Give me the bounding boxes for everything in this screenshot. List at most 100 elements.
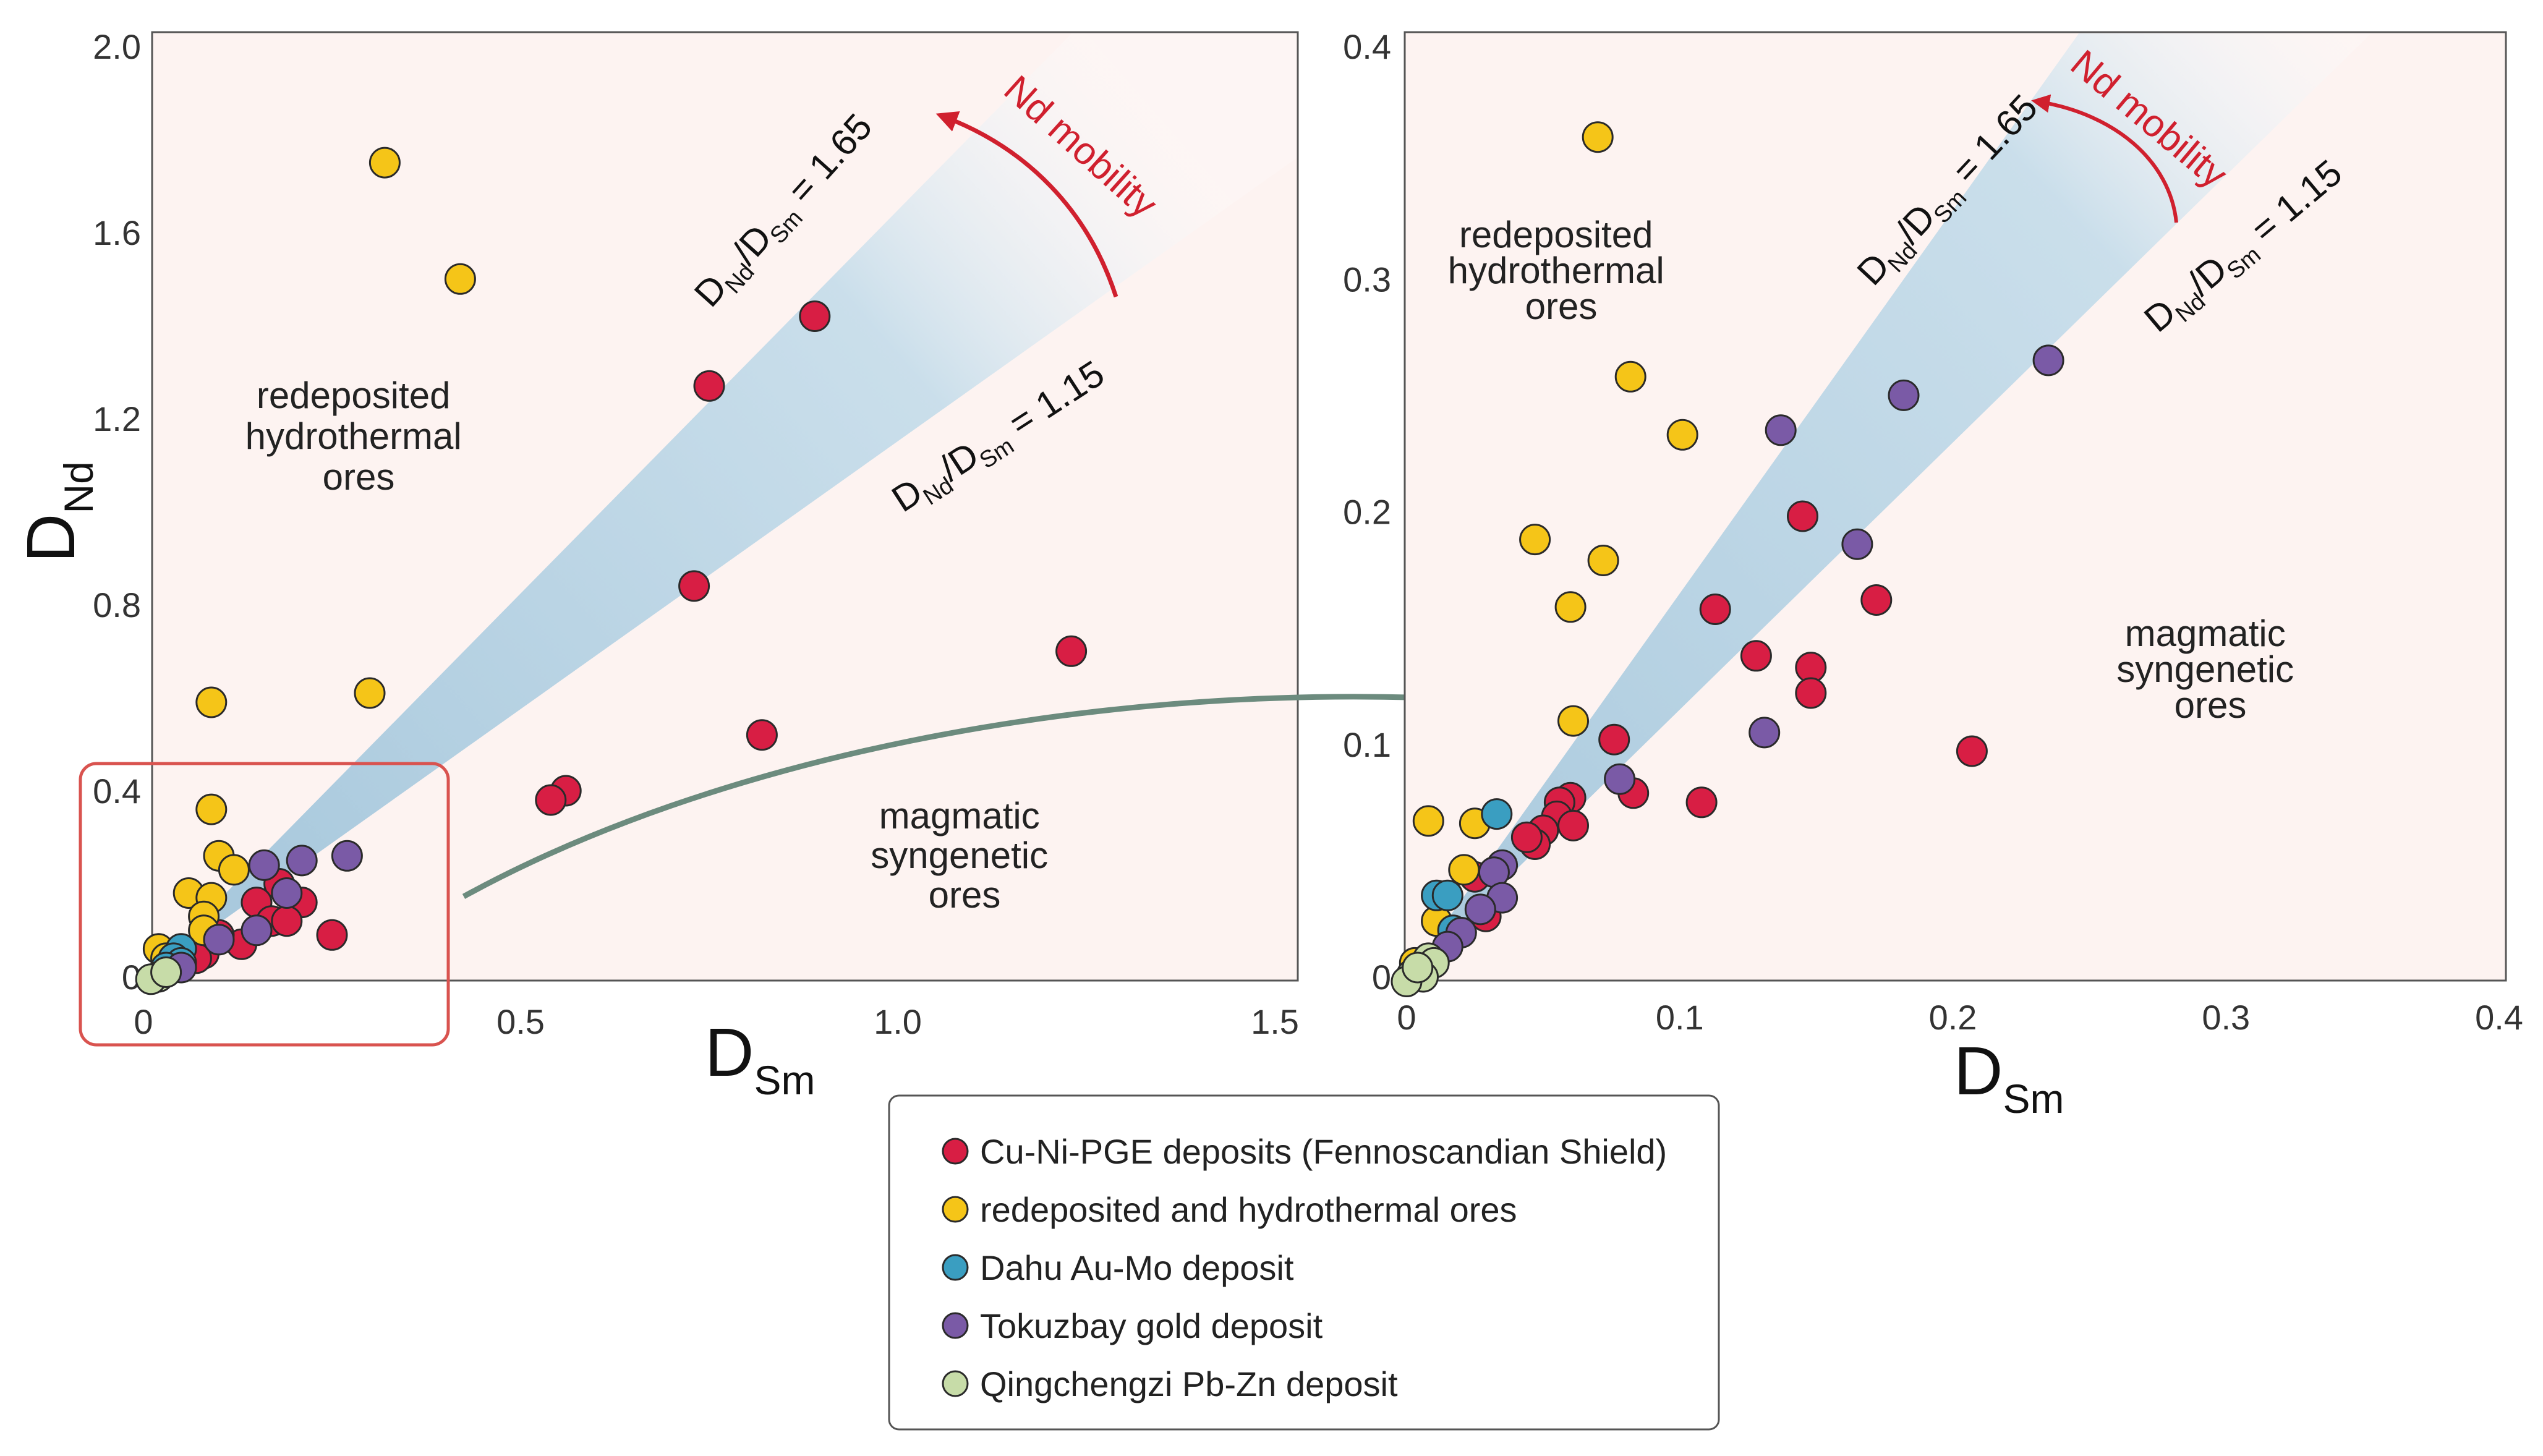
- right-point-dahu: [1431, 879, 1463, 911]
- right-point-redeposited: [1582, 121, 1614, 153]
- left-point-cu-ni-pge: [535, 784, 567, 816]
- right-region-magmatic-label: magmatic syngenetic ores: [2116, 613, 2304, 726]
- left-y-tick-label: 1.6: [93, 213, 141, 252]
- right-point-redeposited: [1666, 419, 1698, 451]
- left-point-tokuzbay: [241, 914, 273, 947]
- left-x-tick-label: 0: [134, 1002, 153, 1041]
- left-x-tick-label: 0.5: [496, 1002, 545, 1041]
- left-mobility-arrow: [935, 111, 1118, 298]
- left-point-redeposited: [195, 793, 228, 825]
- right-panel: 0 0.1 0.2 0.3 0.4 0 0.1 0.2 0.3 0.4 redeposited …: [1343, 27, 2523, 1122]
- right-point-cu-ni-pge: [1740, 640, 1772, 672]
- legend-label-cu-ni-pge: Cu-Ni-PGE deposits (Fennoscandian Shield…: [980, 1132, 1667, 1171]
- right-x-tick-label: 0.2: [1929, 998, 1977, 1037]
- legend: Cu-Ni-PGE deposits (Fennoscandian Shield…: [888, 1094, 1720, 1431]
- right-x-tick-label: 0.4: [2475, 998, 2523, 1037]
- right-y-tick-label: 0: [1372, 958, 1391, 997]
- right-point-tokuzbay: [1841, 528, 1873, 560]
- right-point-cu-ni-pge: [1685, 786, 1718, 819]
- legend-label-qingchengzi: Qingchengzi Pb-Zn deposit: [980, 1364, 1398, 1403]
- left-point-tokuzbay: [286, 845, 318, 877]
- right-point-tokuzbay: [1888, 379, 1920, 411]
- right-mobility-arrow: [2031, 94, 2178, 223]
- right-point-redeposited: [1587, 545, 1619, 576]
- left-y-tick-label: 0.4: [93, 772, 141, 811]
- left-region-magmatic-label: magmatic syngenetic ores: [871, 795, 1059, 916]
- left-y-ticks: 00.40.81.21.62.0: [93, 27, 141, 997]
- left-point-redeposited: [218, 854, 250, 886]
- right-x-tick-label: 0.3: [2202, 998, 2250, 1037]
- left-y-tick-label: 0.8: [93, 585, 141, 624]
- left-point-redeposited: [354, 677, 386, 709]
- right-point-cu-ni-pge: [1860, 584, 1893, 616]
- right-region-hydro-label: redeposited hydrothermal ores: [1448, 214, 1675, 327]
- legend-marker-qingchengzi: [942, 1370, 969, 1397]
- legend-box: [888, 1094, 1720, 1431]
- left-points: [135, 147, 1088, 995]
- right-point-tokuzbay: [1464, 893, 1496, 926]
- right-point-tokuzbay: [2032, 344, 2064, 377]
- left-x-tick-label: 1.5: [1251, 1002, 1299, 1041]
- legend-marker-cu-ni-pge: [942, 1138, 969, 1165]
- left-region-hydro-label: redeposited hydrothermal ores: [245, 375, 472, 498]
- right-point-tokuzbay: [1749, 717, 1781, 749]
- right-point-redeposited: [1519, 524, 1551, 556]
- right-y-tick-label: 0.2: [1343, 493, 1391, 532]
- left-point-cu-ni-pge: [271, 905, 303, 937]
- right-point-cu-ni-pge: [1557, 809, 1589, 841]
- left-point-cu-ni-pge: [316, 919, 348, 951]
- right-point-cu-ni-pge: [1598, 723, 1630, 756]
- legend-label-redeposited: redeposited and hydrothermal ores: [980, 1190, 1517, 1229]
- left-point-cu-ni-pge: [1055, 635, 1088, 667]
- left-point-tokuzbay: [248, 849, 280, 881]
- left-point-redeposited: [195, 686, 228, 718]
- legend-marker-tokuzbay: [942, 1312, 969, 1339]
- right-point-dahu: [1481, 798, 1513, 830]
- left-x-ticks: 0 0.5 1.0 1.5: [134, 1002, 1299, 1041]
- right-point-cu-ni-pge: [1795, 677, 1827, 709]
- left-point-redeposited: [444, 263, 476, 295]
- left-point-tokuzbay: [271, 877, 303, 909]
- right-point-redeposited: [1554, 591, 1587, 623]
- right-point-tokuzbay: [1604, 763, 1636, 795]
- legend-marker-redeposited: [942, 1196, 969, 1223]
- left-x-tick-label: 1.0: [874, 1002, 922, 1041]
- right-point-cu-ni-pge: [1787, 500, 1818, 532]
- right-x-tick-label: 0: [1397, 998, 1416, 1037]
- right-point-redeposited: [1448, 854, 1480, 886]
- right-y-tick-label: 0.1: [1343, 725, 1391, 764]
- right-point-cu-ni-pge: [1956, 735, 1988, 767]
- left-panel: 0 0.4 0.8 1.2 1.6 2.0 0 0.5 1.0 1.5 redeposited …: [13, 27, 1299, 1103]
- zoom-box: [79, 762, 450, 1047]
- right-x-axis-title: DSm: [1954, 1033, 2064, 1122]
- left-point-cu-ni-pge: [678, 570, 710, 602]
- right-y-ticks: 0 0.1 0.2 0.3 0.4: [1343, 27, 1391, 997]
- left-point-cu-ni-pge: [693, 370, 725, 402]
- left-point-qingchengzi: [150, 956, 182, 988]
- left-point-redeposited: [368, 147, 401, 179]
- right-y-tick-label: 0.4: [1343, 27, 1391, 66]
- left-ratio-band: [203, 33, 1297, 934]
- right-point-qingchengzi: [1402, 952, 1434, 984]
- right-point-cu-ni-pge: [1510, 821, 1543, 853]
- left-point-cu-ni-pge: [799, 300, 831, 332]
- right-point-tokuzbay: [1765, 414, 1797, 446]
- legend-label-dahu: Dahu Au-Mo deposit: [980, 1248, 1294, 1287]
- right-x-tick-label: 0.1: [1656, 998, 1704, 1037]
- legend-marker-dahu: [942, 1254, 969, 1281]
- legend-label-tokuzbay: Tokuzbay gold deposit: [980, 1306, 1323, 1345]
- right-point-redeposited: [1412, 805, 1444, 837]
- left-point-tokuzbay: [331, 840, 363, 872]
- zoom-connector-arrow: [462, 687, 1458, 899]
- right-point-redeposited: [1557, 705, 1589, 737]
- left-x-axis-title: DSm: [705, 1015, 815, 1103]
- left-point-tokuzbay: [203, 924, 235, 956]
- left-y-axis-title: DNd: [13, 461, 101, 563]
- right-y-tick-label: 0.3: [1343, 260, 1391, 299]
- right-ratio-band: [1434, 33, 2371, 950]
- right-point-redeposited: [1614, 360, 1646, 393]
- left-point-cu-ni-pge: [746, 719, 778, 751]
- left-y-tick-label: 2.0: [93, 27, 141, 66]
- right-x-ticks: 0 0.1 0.2 0.3 0.4: [1397, 998, 2523, 1037]
